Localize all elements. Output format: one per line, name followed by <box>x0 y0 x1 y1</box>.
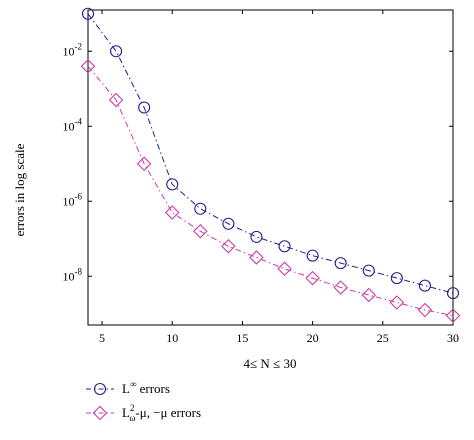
legend: L∞ errors L2 ω-μ, −μ errors <box>86 379 201 423</box>
y-tick-label: 10-8 <box>63 266 83 283</box>
data-point-circle <box>166 178 179 191</box>
y-tick-label: 10-4 <box>63 116 83 133</box>
x-tick-label: 20 <box>307 331 319 345</box>
data-point-diamond <box>445 308 461 323</box>
legend-marker <box>92 405 108 421</box>
legend-marker <box>93 382 107 396</box>
plot-axes: 5 10 15 20 25 30 10-2 10-4 10-6 10-8 <box>63 9 459 345</box>
x-tick-label: 10 <box>166 331 178 345</box>
data-point-circle <box>278 240 291 253</box>
data-point-circle <box>250 230 263 243</box>
data-point-diamond <box>277 261 292 277</box>
data-point-circle <box>194 202 207 215</box>
data-point-diamond <box>136 156 152 172</box>
data-point-circle <box>81 7 95 20</box>
x-tick-label: 15 <box>236 331 248 345</box>
data-point-diamond <box>221 238 236 254</box>
data-point-diamond <box>361 287 377 303</box>
data-point-circle <box>418 279 431 292</box>
y-axis-label: errors in log scale <box>12 143 27 236</box>
x-tick-label: 25 <box>377 331 389 345</box>
data-point-diamond <box>108 92 124 108</box>
legend-entry-1: L∞ errors <box>86 379 170 396</box>
series-line <box>87 13 454 294</box>
data-point-circle <box>362 264 375 277</box>
data-point-circle <box>138 101 151 114</box>
x-tick-label: 30 <box>447 331 459 345</box>
y-tick-label: 10-6 <box>63 191 83 208</box>
data-point-diamond <box>333 280 348 295</box>
data-point-diamond <box>249 250 264 265</box>
data-point-diamond <box>305 270 320 286</box>
x-axis-label: 4≤ N ≤ 30 <box>244 356 297 371</box>
data-point-circle <box>390 272 403 285</box>
series-1 <box>81 7 460 300</box>
legend-label: L∞ errors <box>122 379 170 396</box>
plot-frame <box>87 9 454 326</box>
data-point-circle <box>222 217 235 230</box>
series-2 <box>80 58 461 323</box>
legend-entry-2: L2 ω-μ, −μ errors <box>86 403 201 423</box>
data-point-circle <box>306 249 319 262</box>
legend-label: L2 ω-μ, −μ errors <box>122 403 201 423</box>
series-layer <box>80 7 461 323</box>
x-tick-label: 5 <box>99 331 105 345</box>
data-point-diamond <box>389 295 405 310</box>
data-point-diamond <box>193 223 208 239</box>
data-point-circle <box>110 45 123 58</box>
y-tick-label: 10-2 <box>63 41 83 58</box>
data-point-diamond <box>417 302 433 318</box>
series-line <box>87 65 454 317</box>
data-point-diamond <box>164 205 180 220</box>
data-point-circle <box>334 257 347 270</box>
data-point-circle <box>446 287 460 300</box>
data-point-diamond <box>80 58 96 74</box>
